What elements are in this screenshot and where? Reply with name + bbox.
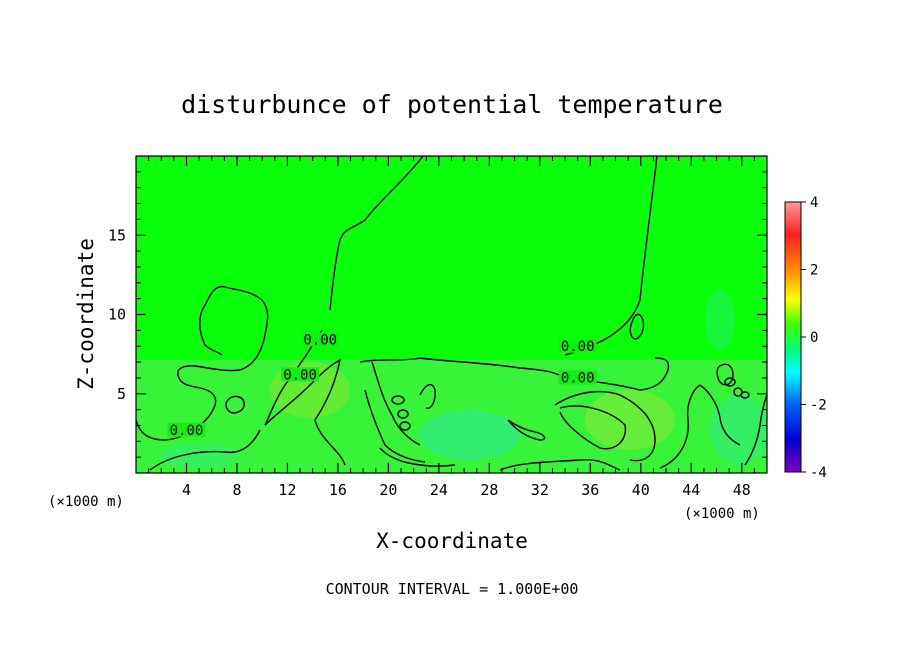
contour-line [554,390,656,462]
contour-line [264,358,341,426]
y-tick-label: 5 [117,385,126,403]
contour-label-bg [167,422,206,437]
x-tick-label: 24 [430,481,448,499]
y-tick-label: 15 [108,226,126,244]
contour-line [379,447,456,467]
contour-line [733,387,743,397]
contour-line [740,391,750,399]
colorbar-tick-label: 4 [810,195,818,211]
contour-line [149,429,261,471]
x-unit-left: (×1000 m) [48,494,124,510]
x-tick-label: 8 [232,481,241,499]
contour-line [314,419,346,466]
contour-line [716,363,734,386]
x-tick-label: 20 [379,481,397,499]
field-cool-patch [710,395,767,465]
y-axis-title: Z-coordinate [74,238,98,390]
field-cool-patch [705,290,735,350]
contour-label: 0.00 [561,339,595,355]
contour-label: 0.00 [170,423,204,439]
colorbar-tick-label: -4 [810,465,827,481]
colorbar-tick-label: 2 [810,263,818,279]
contour-line [371,361,421,446]
contour-label: 0.00 [283,367,317,383]
x-axis-title: X-coordinate [376,529,528,553]
contour-line [659,384,701,469]
x-tick-label: 48 [733,481,751,499]
field-warm-patch [585,390,675,450]
contour-line [136,285,269,441]
contour-line [364,389,426,463]
contour-line [507,419,546,441]
contour-line [724,377,736,387]
colorbar: 4 2 0 -2 -4 [784,195,827,481]
contour-line [329,156,424,311]
field-cool-patch [160,443,240,467]
chart-title: disturbunce of potential temperature [181,90,723,119]
contour-line [359,357,566,379]
contour-label: 0.00 [561,370,595,386]
field-cool-patch [420,410,520,460]
contour-line [499,458,621,471]
x-unit-right: (×1000 m) [684,506,760,522]
x-tick-label: 40 [632,481,650,499]
colorbar-tick-label: 0 [810,330,818,346]
contour-labels: 0.00 0.00 0.00 0.00 0.00 [167,332,597,439]
contour-line [397,409,409,419]
x-tick-label: 16 [329,481,347,499]
contour-line [744,394,767,466]
x-tick-label: 32 [531,481,549,499]
contour-line [564,156,658,356]
y-tick-label: 10 [108,306,126,324]
x-tick-label: 36 [581,481,599,499]
colorbar-ticks: 4 2 0 -2 -4 [801,195,827,481]
contour-line [419,383,436,409]
contour-label-bg [301,332,340,347]
x-tick-label: 12 [278,481,296,499]
colorbar-tick-label: -2 [810,398,827,414]
contour-line [559,405,627,450]
contour-label-bg [558,370,597,385]
x-tick-label: 44 [682,481,700,499]
contour-line [391,395,405,405]
x-tick-label: 4 [182,481,191,499]
contour-lines [136,156,767,471]
contour-line [225,395,245,414]
contour-line [629,313,645,340]
contour-label-bg [281,367,320,382]
contour-label: 0.00 [303,332,337,348]
contour-label-bg [558,338,597,353]
contour-line [399,421,411,431]
plot-area: 0.00 0.00 0.00 0.00 0.00 [136,156,767,473]
colorbar-gradient [784,201,802,473]
contour-interval-footer: CONTOUR INTERVAL = 1.000E+00 [326,580,579,598]
contour-line [564,357,670,391]
x-tick-label: 28 [480,481,498,499]
contour-line [699,384,741,446]
